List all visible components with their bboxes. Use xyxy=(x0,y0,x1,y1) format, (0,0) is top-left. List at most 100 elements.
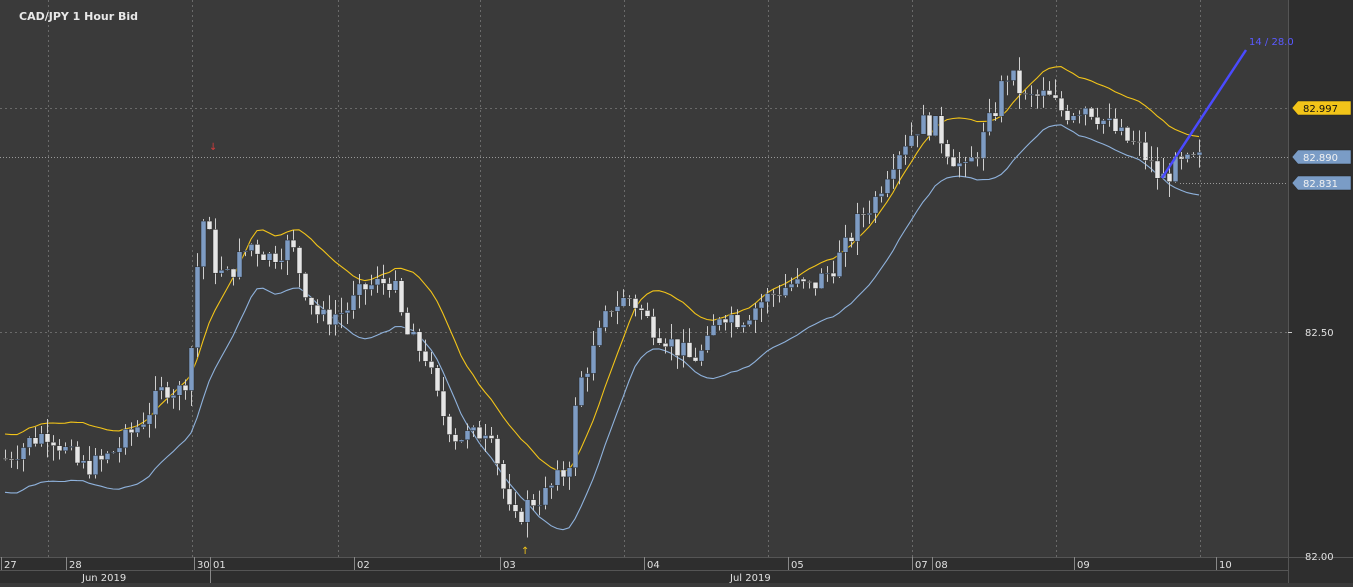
x-day-label: 03 xyxy=(503,560,516,571)
candle-body xyxy=(692,357,699,362)
candle-body xyxy=(722,318,729,324)
candle-body xyxy=(884,178,891,194)
candle-body xyxy=(596,327,603,346)
candle-body xyxy=(752,307,759,321)
candle-body xyxy=(62,446,69,452)
candle-body xyxy=(1196,151,1203,156)
candle-body xyxy=(698,350,705,362)
candle-body xyxy=(524,499,531,523)
candle-body xyxy=(284,239,291,261)
candle-body xyxy=(980,131,987,159)
candle-body xyxy=(74,446,81,464)
candle-body xyxy=(374,278,381,286)
candle-body xyxy=(812,281,819,289)
candle-body xyxy=(422,350,429,362)
candle-body xyxy=(122,428,129,449)
candle-body xyxy=(110,452,117,454)
candle-body xyxy=(182,384,189,391)
candle-body xyxy=(872,196,879,214)
candle-body xyxy=(404,312,411,335)
candle-body xyxy=(644,310,651,317)
x-day-label: 08 xyxy=(935,560,948,571)
candle-body xyxy=(1118,127,1125,132)
candle-body xyxy=(560,469,567,478)
candle-body xyxy=(944,143,951,158)
candle-body xyxy=(230,268,237,278)
candle-body xyxy=(710,325,717,336)
candle-body xyxy=(164,386,171,399)
x-day-label: 10 xyxy=(1219,560,1232,571)
x-day-label: 07 xyxy=(915,560,928,571)
candle-body xyxy=(776,294,783,297)
candle-body xyxy=(38,433,45,445)
y-tick-label: 82.50 xyxy=(1305,328,1334,339)
candle-body xyxy=(620,297,627,307)
x-day-label: 05 xyxy=(791,560,804,571)
candle-body xyxy=(314,304,321,315)
candle-body xyxy=(482,435,489,439)
candle-body xyxy=(992,112,999,117)
candle-body xyxy=(206,220,213,230)
candle-body xyxy=(566,467,573,478)
candle-body xyxy=(932,115,939,137)
candle-body xyxy=(260,253,267,261)
candle-body xyxy=(344,309,351,314)
candle-body xyxy=(512,504,519,512)
candle-body xyxy=(896,154,903,170)
trendline xyxy=(1160,49,1248,179)
candle-body xyxy=(668,338,675,347)
candle-body xyxy=(806,281,813,283)
candle-body xyxy=(368,284,375,290)
candle-body xyxy=(704,335,711,351)
candle-body xyxy=(416,331,423,352)
candle-body xyxy=(14,459,21,461)
candle-body xyxy=(518,511,525,523)
candle-body xyxy=(1148,160,1155,162)
candle-body xyxy=(1100,120,1107,125)
candle-body xyxy=(1082,107,1089,115)
candle-body xyxy=(1184,154,1191,160)
x-day-label: 01 xyxy=(213,560,226,571)
candle-body xyxy=(278,260,285,263)
candle-body xyxy=(320,309,327,315)
candle-body xyxy=(272,253,279,263)
candle-body xyxy=(1052,94,1059,99)
upper-band-line xyxy=(4,66,1200,473)
y-tick-label: 82.00 xyxy=(1305,552,1334,563)
candle-body xyxy=(92,455,99,476)
price-badge-label: 82.890 xyxy=(1303,153,1338,164)
candle-body xyxy=(1040,90,1047,97)
candle-body xyxy=(998,80,1005,117)
candle-body xyxy=(116,447,123,453)
candle-body xyxy=(914,133,921,136)
price-axis-panel xyxy=(1288,0,1353,583)
candle-body xyxy=(500,463,507,490)
candle-body xyxy=(398,280,405,313)
candle-body xyxy=(452,434,459,442)
candle-body xyxy=(1112,118,1119,132)
candle-body xyxy=(200,220,207,268)
candle-body xyxy=(194,266,201,349)
candle-body xyxy=(842,237,849,253)
candle-body xyxy=(1166,173,1173,182)
candle-body xyxy=(458,439,465,442)
candle-body xyxy=(572,405,579,469)
candle-body xyxy=(818,273,825,289)
candle-body xyxy=(584,373,591,378)
candle-body xyxy=(1028,93,1035,96)
candle-body xyxy=(380,278,387,284)
price-badge xyxy=(1291,149,1352,165)
candle-body xyxy=(788,283,795,288)
candle-body xyxy=(440,390,447,417)
candle-body xyxy=(674,338,681,356)
x-day-label: 09 xyxy=(1077,560,1090,571)
candle-body xyxy=(80,460,87,464)
candle-body xyxy=(920,114,927,135)
candle-body xyxy=(248,244,255,251)
candle-body xyxy=(590,345,597,374)
candle-body xyxy=(86,460,93,476)
candle-body xyxy=(506,488,513,505)
candle-body xyxy=(536,504,543,507)
